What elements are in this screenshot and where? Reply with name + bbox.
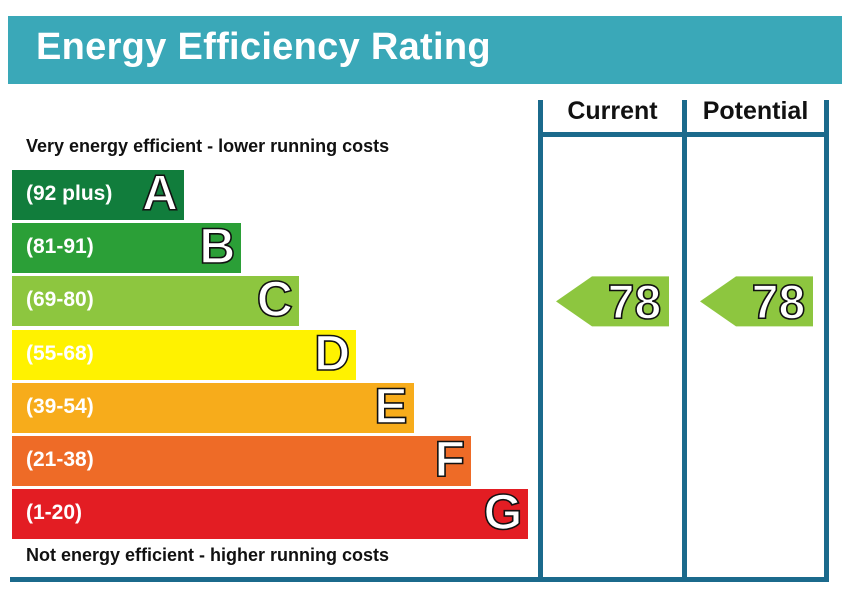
band-e: (39-54) E bbox=[12, 377, 414, 435]
inefficient-caption: Not energy efficient - higher running co… bbox=[26, 545, 390, 565]
chart-title: Energy Efficiency Rating bbox=[36, 26, 491, 68]
band-letter: D bbox=[313, 324, 351, 382]
band-range-label: (21-38) bbox=[26, 448, 94, 471]
band-range-label: (92 plus) bbox=[26, 182, 113, 205]
frame-middle-line bbox=[682, 100, 687, 582]
band-c: (69-80) C bbox=[12, 271, 299, 328]
band-b: (81-91) B bbox=[12, 217, 242, 275]
current-rating-arrow: 78 bbox=[556, 276, 669, 330]
band-range-label: (81-91) bbox=[26, 235, 94, 259]
band-d: (55-68) D bbox=[12, 324, 357, 381]
potential-rating-arrow-value: 78 bbox=[752, 276, 805, 329]
current-rating-arrow-value: 78 bbox=[608, 276, 661, 329]
frame-header-divider bbox=[538, 132, 829, 137]
efficient-caption: Very energy efficient - lower running co… bbox=[26, 136, 390, 156]
current-rating-arrow-shape bbox=[556, 276, 669, 327]
potential-rating-arrow-shape bbox=[700, 276, 813, 327]
potential-rating-arrow: 78 bbox=[700, 276, 813, 330]
band-f: (21-38) F bbox=[12, 430, 471, 488]
band-letter: B bbox=[198, 217, 236, 275]
potential-column-header: Potential bbox=[702, 97, 809, 125]
frame-bottom-line bbox=[10, 577, 829, 582]
band-letter: A bbox=[141, 164, 179, 222]
band-range-label: (55-68) bbox=[26, 341, 94, 365]
band-range-label: (39-54) bbox=[26, 394, 94, 418]
band-range-label: (1-20) bbox=[26, 501, 83, 525]
frame-left-line bbox=[538, 100, 543, 582]
frame-right-line bbox=[824, 100, 829, 582]
band-letter: E bbox=[373, 377, 408, 435]
band-letter: G bbox=[483, 483, 524, 541]
band-letter: C bbox=[256, 271, 294, 329]
current-column-header: Current bbox=[567, 97, 658, 125]
band-g: (1-20) G bbox=[12, 483, 529, 541]
title-banner: Energy Efficiency Rating bbox=[8, 16, 842, 84]
band-a: (92 plus) A bbox=[12, 164, 184, 222]
band-letter: F bbox=[434, 430, 466, 488]
band-range-label: (69-80) bbox=[26, 288, 94, 312]
